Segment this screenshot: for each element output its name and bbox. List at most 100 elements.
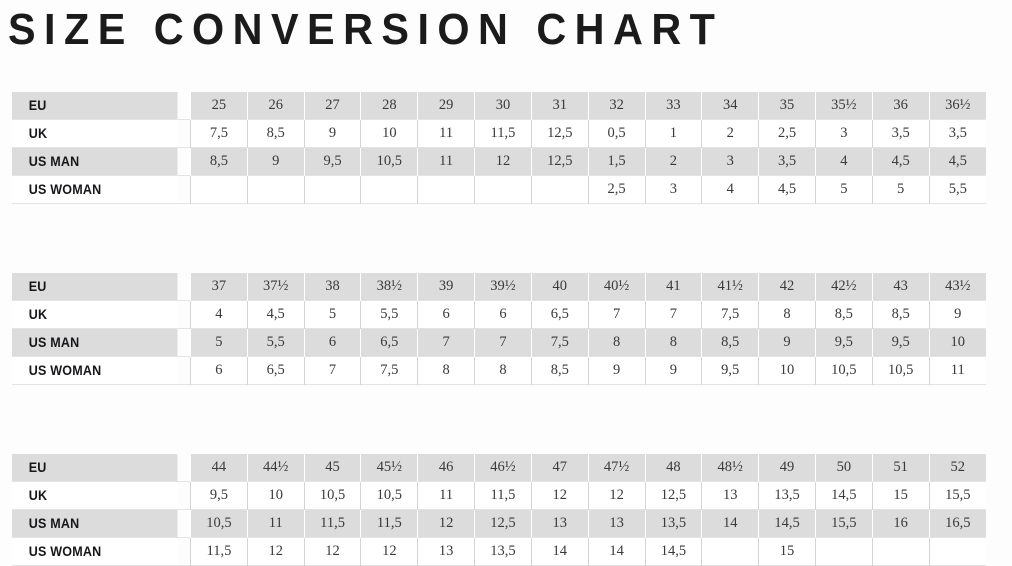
- cell: 5,5: [247, 328, 305, 357]
- cell: 52: [929, 454, 986, 482]
- cell: 13: [701, 481, 760, 510]
- cell: 3,5: [758, 147, 816, 176]
- cell: 2: [645, 147, 703, 176]
- cell: 41: [645, 273, 703, 301]
- cell: 39: [417, 273, 476, 301]
- size-table-2: EU 37 37½ 38 38½ 39 39½ 40 40½ 41 41½ 42 42½ 43 43½ UK 4…: [12, 273, 986, 385]
- cell: 9: [645, 356, 703, 385]
- cell: 5: [815, 175, 873, 204]
- cell: 6: [417, 300, 476, 329]
- cell: 12: [247, 537, 305, 566]
- cell: 42½: [815, 273, 873, 301]
- cell: 5,5: [360, 300, 419, 329]
- cell: 32: [588, 92, 646, 120]
- cell: 13: [588, 509, 646, 538]
- cell: 13: [417, 537, 476, 566]
- cell: 12,5: [531, 147, 589, 176]
- table-row: UK 4 4,5 5 5,5 6 6 6,5 7 7 7,5 8 8,5 8,5 9: [12, 300, 986, 329]
- table-row: US MAN 5 5,5 6 6,5 7 7 7,5 8 8 8,5 9 9,5 9,5 10: [12, 328, 986, 357]
- cell: 14,5: [815, 481, 873, 510]
- cell: 3,5: [929, 119, 986, 148]
- cell: 10,5: [360, 147, 419, 176]
- cell: 7,5: [531, 328, 589, 357]
- cell: 11: [417, 481, 476, 510]
- cell: 10: [247, 481, 305, 510]
- cell: 44½: [247, 454, 305, 482]
- cell: [247, 175, 305, 204]
- cell: 48½: [701, 454, 760, 482]
- cell: 6,5: [360, 328, 419, 357]
- cell: 39½: [474, 273, 532, 301]
- cell: 4,5: [929, 147, 986, 176]
- cell: 12: [304, 537, 362, 566]
- cell: 12: [474, 147, 532, 176]
- cell: 34: [701, 92, 760, 120]
- cell: 9: [758, 328, 816, 357]
- cell: 43: [872, 273, 930, 301]
- cell: 27: [304, 92, 362, 120]
- cell: 12: [588, 481, 646, 510]
- cell: 11: [417, 119, 476, 148]
- cell: 9: [304, 119, 362, 148]
- cell: 5,5: [929, 175, 986, 204]
- size-table-3: EU 44 44½ 45 45½ 46 46½ 47 47½ 48 48½ 49 50 51 52 UK 9,5…: [12, 454, 986, 566]
- row-label-uk: UK: [12, 481, 179, 510]
- cell: 0,5: [588, 119, 646, 148]
- cell: 8,5: [872, 300, 930, 329]
- row-label-us-woman: US WOMAN: [12, 537, 179, 566]
- page-title: SIZE CONVERSION CHART: [8, 5, 724, 54]
- cell: 9: [247, 147, 305, 176]
- cell: 3: [815, 119, 873, 148]
- cell: 12,5: [645, 481, 703, 510]
- cell: 15: [758, 537, 816, 566]
- cell: 10,5: [872, 356, 930, 385]
- cell: 6: [304, 328, 362, 357]
- row-label-eu: EU: [12, 454, 179, 482]
- cell: 15,5: [929, 481, 986, 510]
- cell: 9,5: [701, 356, 760, 385]
- cell: 46: [417, 454, 476, 482]
- cell: 9: [929, 300, 986, 329]
- cell: 30: [474, 92, 532, 120]
- cell: 33: [645, 92, 703, 120]
- table-row: EU 44 44½ 45 45½ 46 46½ 47 47½ 48 48½ 49 50 51 52: [12, 454, 986, 482]
- cell: 36: [872, 92, 930, 120]
- cell: 7: [417, 328, 476, 357]
- cell: 42: [758, 273, 816, 301]
- cell: 40: [531, 273, 589, 301]
- cell: 9,5: [872, 328, 930, 357]
- cell: 2,5: [758, 119, 816, 148]
- cell: 10: [360, 119, 419, 148]
- cell: 16: [872, 509, 930, 538]
- cell: [701, 537, 760, 566]
- cell: [815, 537, 873, 566]
- cell: 13,5: [645, 509, 703, 538]
- cell: [304, 175, 362, 204]
- cell: 11,5: [190, 537, 248, 566]
- cell: 11,5: [304, 509, 362, 538]
- cell: 15,5: [815, 509, 873, 538]
- cell: 48: [645, 454, 703, 482]
- cell: 8,5: [815, 300, 873, 329]
- cell: [474, 175, 532, 204]
- table-row: UK 9,5 10 10,5 10,5 11 11,5 12 12 12,5 13 13,5 14,5 1…: [12, 481, 986, 510]
- cell: 46½: [474, 454, 532, 482]
- cell: [929, 537, 986, 566]
- cell: 44: [190, 454, 248, 482]
- cell: 8: [474, 356, 532, 385]
- cell: 49: [758, 454, 816, 482]
- cell: 47: [531, 454, 589, 482]
- cell: 43½: [929, 273, 986, 301]
- cell: 3: [701, 147, 760, 176]
- table-row: US MAN 10,5 11 11,5 11,5 12 12,5 13 13 13,5 14 14,5…: [12, 509, 986, 538]
- cell: 5: [304, 300, 362, 329]
- cell: 6,5: [531, 300, 589, 329]
- cell: 7: [588, 300, 646, 329]
- row-label-eu: EU: [12, 92, 179, 120]
- cell: 13,5: [474, 537, 532, 566]
- cell: 12,5: [474, 509, 532, 538]
- cell: 10,5: [360, 481, 419, 510]
- cell: 6,5: [247, 356, 305, 385]
- cell: 3: [645, 175, 703, 204]
- cell: 8: [588, 328, 646, 357]
